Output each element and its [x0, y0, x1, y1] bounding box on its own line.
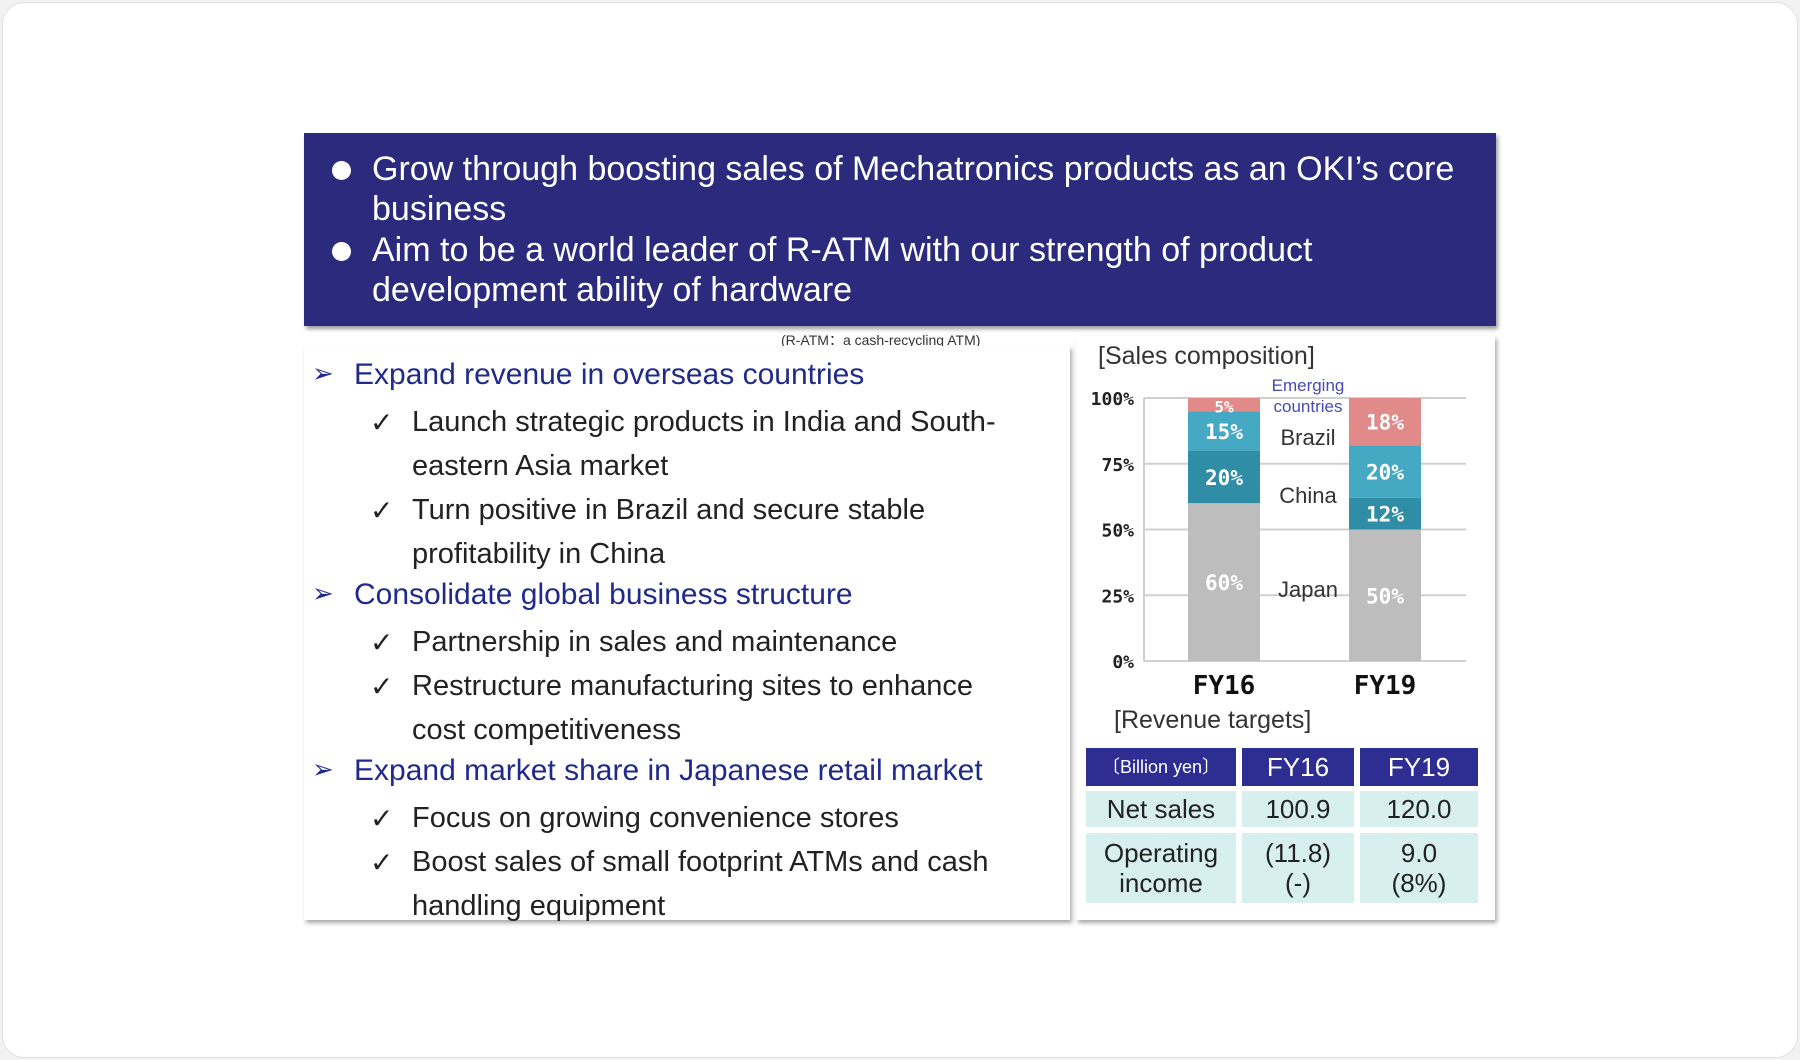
summary-bullet: Grow through boosting sales of Mechatron… — [332, 149, 1466, 229]
summary-bullet: Aim to be a world leader of R-ATM with o… — [332, 230, 1466, 310]
table-header-cell: FY16 — [1242, 748, 1354, 786]
strategy-item: Partnership in sales and maintenance — [412, 626, 898, 658]
chart-title: [Sales composition] — [1098, 342, 1315, 370]
table-cell: Net sales — [1086, 791, 1236, 827]
strategy-item: Boost sales of small footprint ATMs and … — [412, 846, 989, 878]
check-icon: ✓ — [370, 627, 394, 658]
data-label: 20% — [1205, 466, 1243, 490]
y-tick-label: 25% — [1101, 586, 1134, 607]
strategy-heading: Expand market share in Japanese retail m… — [312, 754, 983, 788]
y-tick-label: 100% — [1091, 389, 1135, 410]
check-icon: ✓ — [370, 407, 394, 438]
data-label: 20% — [1366, 461, 1404, 485]
strategy-item: Launch strategic products in India and S… — [412, 406, 996, 438]
data-label: 60% — [1205, 571, 1243, 595]
x-tick-label: FY19 — [1354, 671, 1417, 696]
strategy-item: profitability in China — [412, 538, 666, 570]
legend-label-emerging: countries — [1274, 397, 1343, 416]
strategy-item: cost competitiveness — [412, 714, 682, 746]
table-cell: 100.9 — [1242, 791, 1354, 827]
bar-segment-brazil — [1349, 445, 1421, 498]
strategy-heading: Expand revenue in overseas countries — [312, 358, 864, 392]
check-icon: ✓ — [370, 803, 394, 834]
bar-segment-brazil — [1188, 411, 1260, 451]
strategy-item: Turn positive in Brazil and secure stabl… — [412, 494, 926, 526]
strategy-heading: Consolidate global business structure — [312, 578, 853, 612]
sales-composition-chart: 0% 25% 50% 75% 100% 60% 20% 15% 5% FY16 50% 12% 20% 1… — [1091, 376, 1466, 696]
data-label: 50% — [1366, 584, 1404, 608]
legend-label-brazil: Brazil — [1280, 425, 1335, 450]
summary-banner: Grow through boosting sales of Mechatron… — [304, 133, 1496, 326]
bar-segment-china — [1349, 497, 1421, 530]
bar-segment-china — [1188, 450, 1260, 504]
data-label: 15% — [1205, 420, 1243, 444]
data-label: 12% — [1366, 503, 1404, 527]
data-label: 18% — [1366, 411, 1404, 435]
check-icon: ✓ — [370, 671, 394, 702]
strategy-panel: Expand revenue in overseas countries ✓ Lau… — [304, 346, 1070, 922]
y-tick-label: 75% — [1101, 455, 1134, 476]
strategy-item: handling equipment — [412, 890, 666, 922]
legend-label-china: China — [1279, 483, 1337, 508]
table-cell: 120.0 — [1360, 791, 1478, 827]
table-cell: (11.8) (-) — [1242, 833, 1354, 903]
chart-panel: [Sales composition] 0% 25% 50% 75% 100% 60% 20… — [1076, 336, 1495, 920]
table-header-cell: 〔Billion yen〕 — [1086, 748, 1236, 786]
x-tick-label: FY16 — [1193, 671, 1256, 696]
revenue-title: [Revenue targets] — [1114, 706, 1312, 734]
bar-segment-japan — [1349, 529, 1421, 661]
bar-segment-japan — [1188, 503, 1260, 661]
table-cell: Operating income — [1086, 833, 1236, 903]
bar-segment-emerging-countries — [1349, 398, 1421, 446]
check-icon: ✓ — [370, 495, 394, 526]
y-tick-label: 50% — [1101, 521, 1134, 542]
bar-segment-emerging-countries — [1188, 398, 1260, 412]
check-icon: ✓ — [370, 847, 394, 878]
strategy-item: Focus on growing convenience stores — [412, 802, 899, 834]
data-label: 5% — [1214, 398, 1234, 417]
strategy-item: eastern Asia market — [412, 450, 669, 482]
table-header-cell: FY19 — [1360, 748, 1478, 786]
legend-label-emerging: Emerging — [1272, 376, 1345, 395]
legend-label-japan: Japan — [1278, 577, 1338, 602]
table-cell: 9.0 (8%) — [1360, 833, 1478, 903]
r-atm-note: (R-ATM：a cash-recycling ATM) — [781, 332, 981, 348]
y-tick-label: 0% — [1112, 652, 1134, 673]
strategy-item: Restructure manufacturing sites to enhan… — [412, 670, 973, 702]
